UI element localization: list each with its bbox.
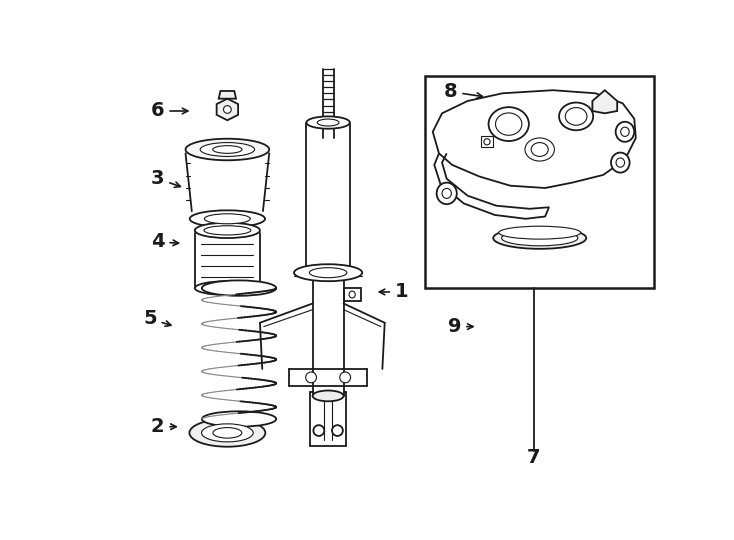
Ellipse shape xyxy=(525,138,554,161)
Ellipse shape xyxy=(313,425,324,436)
Text: 4: 4 xyxy=(150,232,178,252)
Text: 5: 5 xyxy=(143,309,171,328)
Ellipse shape xyxy=(202,280,276,296)
Text: 7: 7 xyxy=(527,448,540,467)
Ellipse shape xyxy=(349,291,355,298)
Text: 2: 2 xyxy=(150,417,176,436)
Ellipse shape xyxy=(442,188,451,198)
Ellipse shape xyxy=(559,103,593,130)
Text: 1: 1 xyxy=(379,282,409,301)
Ellipse shape xyxy=(565,107,587,125)
Ellipse shape xyxy=(200,143,255,157)
Ellipse shape xyxy=(313,390,344,401)
Ellipse shape xyxy=(340,372,351,383)
Ellipse shape xyxy=(204,214,250,224)
Ellipse shape xyxy=(616,158,625,167)
Ellipse shape xyxy=(484,139,490,145)
Ellipse shape xyxy=(213,428,241,438)
Ellipse shape xyxy=(305,372,316,383)
Ellipse shape xyxy=(202,424,253,442)
Ellipse shape xyxy=(306,117,350,129)
Ellipse shape xyxy=(489,107,529,141)
Ellipse shape xyxy=(294,264,362,281)
Ellipse shape xyxy=(189,419,266,447)
Ellipse shape xyxy=(317,119,339,126)
Ellipse shape xyxy=(186,139,269,160)
Ellipse shape xyxy=(437,183,457,204)
Bar xyxy=(425,76,653,288)
Text: 6: 6 xyxy=(150,102,188,120)
Ellipse shape xyxy=(621,127,629,137)
Text: 9: 9 xyxy=(448,317,473,336)
Ellipse shape xyxy=(616,122,634,142)
Ellipse shape xyxy=(332,425,343,436)
Ellipse shape xyxy=(495,113,522,135)
Ellipse shape xyxy=(213,146,242,153)
Ellipse shape xyxy=(309,268,347,278)
Ellipse shape xyxy=(195,222,260,238)
Ellipse shape xyxy=(223,106,231,113)
Polygon shape xyxy=(219,91,236,99)
Ellipse shape xyxy=(189,210,265,227)
Ellipse shape xyxy=(611,153,630,173)
Ellipse shape xyxy=(531,143,548,157)
Polygon shape xyxy=(217,99,238,120)
Ellipse shape xyxy=(204,226,251,235)
Ellipse shape xyxy=(493,227,586,249)
Ellipse shape xyxy=(499,226,581,239)
Text: 3: 3 xyxy=(151,169,181,188)
Ellipse shape xyxy=(202,411,276,427)
Text: 8: 8 xyxy=(444,82,482,102)
Ellipse shape xyxy=(195,281,260,295)
Polygon shape xyxy=(592,90,617,113)
Ellipse shape xyxy=(501,230,578,246)
